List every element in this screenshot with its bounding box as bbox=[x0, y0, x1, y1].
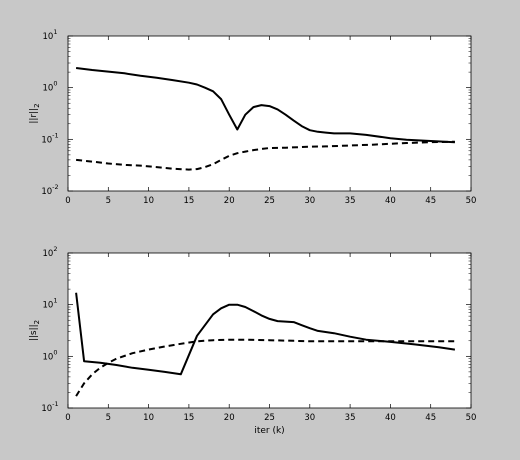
y-tick-exponent: 0 bbox=[53, 80, 57, 88]
y-tick-label: 101 bbox=[43, 297, 58, 311]
x-tick-label: 5 bbox=[106, 413, 111, 423]
x-tick-label: 45 bbox=[425, 413, 436, 423]
x-tick-label: 15 bbox=[183, 413, 194, 423]
y-tick-exponent: -2 bbox=[52, 183, 58, 191]
y-tick-label: 102 bbox=[43, 245, 58, 259]
y-tick-base: 10 bbox=[43, 249, 54, 259]
plot-area bbox=[67, 35, 472, 192]
x-tick-label: 15 bbox=[183, 196, 194, 206]
series-line-2-dashed bbox=[75, 140, 455, 171]
y-axis-label-subscript: 2 bbox=[33, 103, 41, 107]
series-line-1-solid bbox=[75, 67, 455, 144]
x-tick-label: 50 bbox=[466, 413, 477, 423]
y-tick-exponent: 2 bbox=[53, 245, 57, 253]
x-axis-label: iter (k) bbox=[254, 426, 284, 436]
x-tick-label: 10 bbox=[143, 413, 154, 423]
x-tick-label: 25 bbox=[264, 413, 275, 423]
x-tick-label: 35 bbox=[345, 196, 356, 206]
series-line-2-dashed bbox=[75, 338, 455, 397]
y-tick-exponent: 1 bbox=[53, 28, 57, 36]
y-tick-label: 101 bbox=[43, 28, 58, 42]
y-tick-base: 10 bbox=[41, 187, 52, 197]
y-tick-exponent: -1 bbox=[52, 131, 58, 139]
y-axis-label-main: ||s|| bbox=[29, 324, 39, 341]
x-tick-label: 0 bbox=[65, 413, 70, 423]
y-tick-label: 10-1 bbox=[41, 131, 58, 145]
chart-panel-2: 0 5 10 15 20 25 30 35 40 45 5010-1100101102||s||2i… bbox=[29, 245, 476, 436]
y-tick-base: 10 bbox=[43, 301, 54, 311]
y-tick-exponent: 1 bbox=[53, 297, 57, 305]
y-tick-base: 10 bbox=[43, 32, 54, 42]
y-tick-exponent: -1 bbox=[52, 400, 58, 408]
y-tick-label: 100 bbox=[43, 80, 58, 94]
x-tick-label: 10 bbox=[143, 196, 154, 206]
x-tick-label: 30 bbox=[304, 413, 315, 423]
y-tick-label: 10-1 bbox=[41, 400, 58, 414]
y-axis-label-main: ||r|| bbox=[29, 108, 39, 124]
x-tick-label: 45 bbox=[425, 196, 436, 206]
x-tick-label: 20 bbox=[224, 413, 235, 423]
x-tick-label: 40 bbox=[385, 413, 396, 423]
x-tick-label: 5 bbox=[106, 196, 111, 206]
x-tick-label: 40 bbox=[385, 196, 396, 206]
plot-area bbox=[67, 252, 472, 409]
y-tick-label: 10-2 bbox=[41, 183, 58, 197]
x-tick-label: 35 bbox=[345, 413, 356, 423]
y-tick-base: 10 bbox=[41, 404, 52, 414]
x-tick-label: 30 bbox=[304, 196, 315, 206]
y-tick-base: 10 bbox=[43, 352, 54, 362]
y-tick-base: 10 bbox=[41, 135, 52, 145]
y-axis-label: ||r||2 bbox=[29, 103, 41, 123]
y-axis-label: ||s||2 bbox=[29, 320, 41, 341]
x-tick-label: 25 bbox=[264, 196, 275, 206]
x-tick-label: 0 bbox=[65, 196, 70, 206]
x-tick-label: 50 bbox=[466, 196, 477, 206]
y-tick-exponent: 0 bbox=[53, 348, 57, 356]
y-axis-label-subscript: 2 bbox=[33, 320, 41, 324]
x-tick-label: 20 bbox=[224, 196, 235, 206]
y-tick-base: 10 bbox=[43, 84, 54, 94]
series-line-1-solid bbox=[75, 292, 456, 376]
y-tick-label: 100 bbox=[43, 348, 58, 362]
